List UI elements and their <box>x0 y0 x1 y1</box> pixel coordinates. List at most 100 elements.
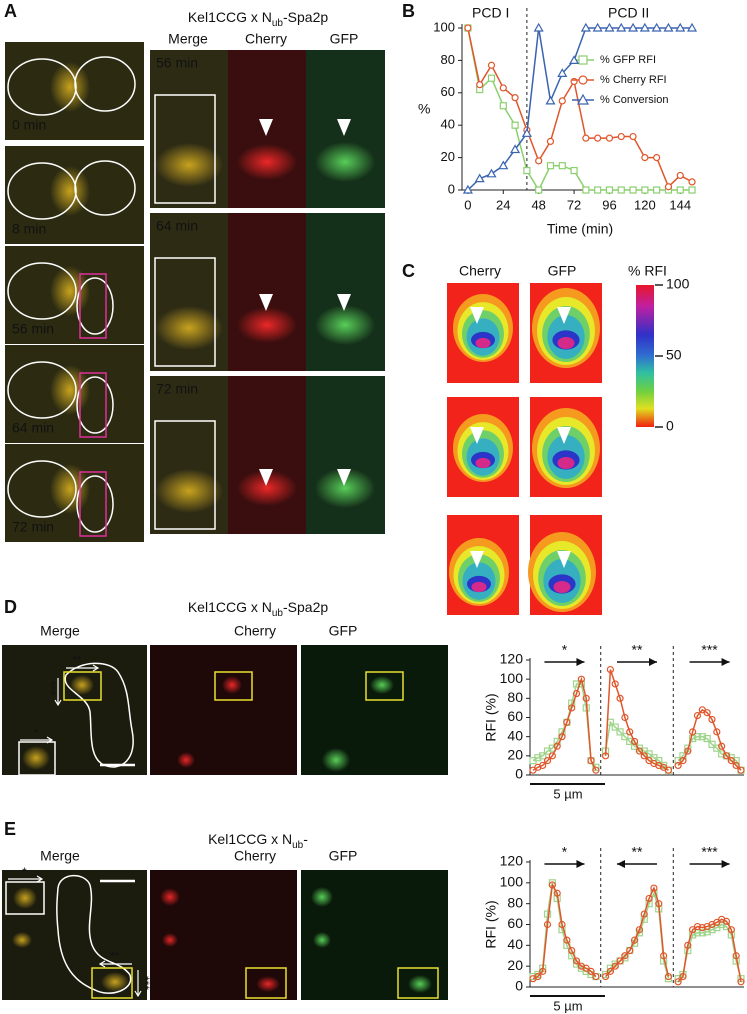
roi-box <box>365 671 404 701</box>
marker <box>664 972 673 981</box>
marker <box>535 157 543 165</box>
marker <box>539 761 547 770</box>
marker <box>708 715 716 724</box>
signal <box>315 468 375 508</box>
signal <box>256 976 280 992</box>
roi-box <box>154 420 216 530</box>
cell-outline <box>7 58 77 116</box>
signal <box>408 975 432 993</box>
marker <box>629 186 637 194</box>
marker <box>568 946 576 955</box>
marker <box>708 740 716 748</box>
x-tick-label: 0 <box>464 197 471 212</box>
signal <box>222 676 242 694</box>
time-label: 0 min <box>12 117 46 133</box>
marker <box>626 946 634 955</box>
arrowhead <box>470 427 484 444</box>
marker <box>676 186 684 194</box>
marker <box>689 728 697 736</box>
x-axis-label: Time (min) <box>547 221 613 237</box>
arrowhead <box>557 307 571 324</box>
marker <box>664 766 673 774</box>
y-tick-label: 0 <box>515 766 523 782</box>
signal <box>155 469 223 513</box>
image-arrow <box>8 875 142 998</box>
marker <box>534 754 542 762</box>
signal <box>322 748 350 772</box>
marker <box>572 957 581 965</box>
marker <box>568 704 576 712</box>
y-axis-label: RFI (%) <box>483 693 499 741</box>
y-tick-label: 40 <box>507 936 523 952</box>
time-label: 56 min <box>156 55 198 71</box>
title-part: -Spa2p <box>283 599 328 615</box>
marker <box>511 94 519 102</box>
roi-box <box>79 273 107 339</box>
marker <box>535 186 543 194</box>
y-tick-label: 20 <box>507 957 523 973</box>
marker <box>534 970 542 979</box>
marker <box>553 742 561 750</box>
signal <box>370 676 394 694</box>
marker <box>563 718 571 726</box>
time-label: 8 min <box>12 221 46 237</box>
marker <box>722 917 731 925</box>
marker <box>630 737 639 746</box>
marker <box>737 766 745 774</box>
marker <box>546 162 555 170</box>
y-tick-label: 20 <box>441 149 455 164</box>
title-part: ub <box>272 18 284 29</box>
marker <box>698 924 706 932</box>
image <box>306 376 385 534</box>
column-header: Cherry <box>459 263 501 279</box>
x-tick-label: 96 <box>602 197 616 212</box>
marker <box>587 757 595 765</box>
marker <box>679 972 687 981</box>
marker <box>499 102 507 110</box>
signal <box>237 307 297 343</box>
scale-label: 5 µm <box>553 786 582 801</box>
segment-arrowhead <box>649 658 657 666</box>
panel-letter: E <box>4 819 16 839</box>
marker <box>587 967 595 975</box>
marker <box>594 186 602 194</box>
marker <box>543 757 552 765</box>
signal <box>22 746 50 770</box>
cell-outline <box>74 56 136 112</box>
marker <box>539 967 547 975</box>
segment-label: * <box>562 844 568 860</box>
column-header: GFP <box>329 848 358 864</box>
marker <box>626 728 634 736</box>
marker <box>582 694 590 702</box>
marker <box>545 95 556 105</box>
heat-level <box>475 457 491 469</box>
marker <box>674 978 682 986</box>
heat-level <box>553 581 571 593</box>
image <box>150 645 297 775</box>
marker <box>578 75 588 85</box>
marker <box>626 737 634 746</box>
roi-box <box>63 671 102 701</box>
y-tick-label: 60 <box>441 84 455 99</box>
marker <box>722 752 731 760</box>
y-tick-label: 0 <box>515 978 523 994</box>
marker <box>604 22 615 32</box>
marker <box>616 728 624 736</box>
marker <box>737 978 745 986</box>
time-label: 64 min <box>12 420 54 436</box>
y-tick-label: 100 <box>500 874 524 890</box>
roi-box <box>245 967 287 999</box>
title-part: ub <box>272 608 284 619</box>
data-line <box>532 683 742 771</box>
marker <box>651 22 662 32</box>
marker <box>653 154 661 162</box>
marker <box>533 22 544 32</box>
marker <box>727 926 735 934</box>
segment-label: * <box>562 642 568 658</box>
marker <box>713 918 721 927</box>
marker <box>558 162 566 170</box>
marker <box>563 936 571 944</box>
image-annotation: * <box>22 865 27 879</box>
cell-outline <box>56 874 132 994</box>
